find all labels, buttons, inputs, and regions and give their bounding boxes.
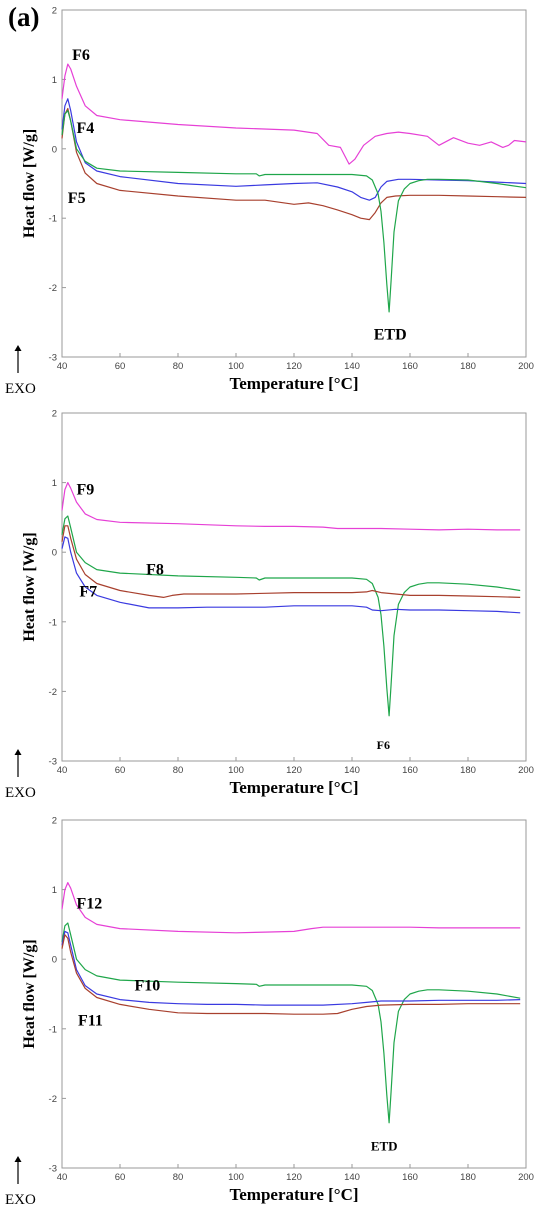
- y-tick-label: -1: [49, 617, 57, 628]
- y-tick-label: -2: [49, 1094, 57, 1105]
- f9-series-line: [61, 482, 521, 531]
- curve-label-f7: F7: [79, 584, 97, 601]
- y-tick-label: 2: [52, 409, 57, 420]
- panel-label: (a): [8, 2, 40, 32]
- y-tick-label: -3: [49, 353, 57, 364]
- y-tick-label: 0: [52, 548, 57, 559]
- curve-label-f9: F9: [77, 481, 95, 498]
- f10-series-line: [61, 930, 521, 1006]
- x-tick-label: 100: [228, 361, 244, 372]
- plot-frame: [61, 412, 527, 762]
- f11-series-line: [61, 934, 521, 1015]
- exo-arrowhead-icon: [14, 749, 22, 755]
- x-tick-label: 40: [57, 361, 68, 372]
- x-tick-label: 120: [286, 1172, 302, 1183]
- f4-series-line: [61, 98, 527, 201]
- curve-label-f10: F10: [135, 978, 161, 995]
- x-tick-label: 160: [402, 765, 418, 776]
- x-axis-label: Temperature [°C]: [229, 778, 358, 797]
- y-tick-label: -1: [49, 1024, 57, 1035]
- x-tick-label: 200: [518, 765, 534, 776]
- x-tick-label: 160: [402, 361, 418, 372]
- x-tick-label: 100: [228, 1172, 244, 1183]
- x-tick-label: 80: [173, 1172, 184, 1183]
- x-tick-label: 140: [344, 361, 360, 372]
- y-axis-label: Heat flow [W/g]: [21, 939, 38, 1048]
- exo-label: EXO: [5, 1192, 36, 1208]
- chart-panel-3: 40 60 80 100 120 140 160 180 200 2 1 0 -1 -2 -3 F12 F10 F…: [5, 816, 534, 1209]
- plot-frame: [61, 819, 527, 1169]
- exo-arrowhead-icon: [14, 1156, 22, 1162]
- x-tick-label: 60: [115, 1172, 126, 1183]
- y-tick-label: 0: [52, 955, 57, 966]
- green-series-line: [61, 515, 521, 717]
- f8-series-line: [61, 525, 521, 598]
- y-axis-label: Heat flow [W/g]: [21, 129, 38, 238]
- y-axis-label: Heat flow [W/g]: [21, 532, 38, 641]
- y-tick-label: 2: [52, 6, 57, 17]
- x-tick-label: 180: [460, 1172, 476, 1183]
- y-tick-label: -3: [49, 757, 57, 768]
- x-tick-label: 140: [344, 1172, 360, 1183]
- y-tick-label: -3: [49, 1164, 57, 1175]
- x-tick-label: 140: [344, 765, 360, 776]
- exo-arrowhead-icon: [14, 345, 22, 351]
- y-tick-label: 1: [52, 478, 57, 489]
- curve-label-f6: F6: [377, 738, 390, 752]
- f12-series-line: [61, 882, 521, 934]
- curve-label-f5: F5: [68, 190, 86, 207]
- x-tick-label: 160: [402, 1172, 418, 1183]
- x-tick-label: 40: [57, 1172, 68, 1183]
- x-tick-label: 180: [460, 765, 476, 776]
- y-tick-label: 1: [52, 885, 57, 896]
- curve-label-etd: ETD: [371, 1139, 398, 1154]
- curve-label-f8: F8: [146, 561, 164, 578]
- exo-label: EXO: [5, 785, 36, 801]
- curve-label-f4: F4: [77, 120, 95, 137]
- y-tick-label: -2: [49, 687, 57, 698]
- y-tick-label: 1: [52, 75, 57, 86]
- x-tick-label: 60: [115, 361, 126, 372]
- y-tick-label: -2: [49, 283, 57, 294]
- chart-panel-2: 40 60 80 100 120 140 160 180 200 2 1 0 -1 -2 -3 F9 F8 F7 F…: [5, 409, 534, 802]
- x-tick-label: 100: [228, 765, 244, 776]
- curve-label-f11: F11: [78, 1012, 103, 1029]
- y-tick-label: 0: [52, 144, 57, 155]
- curve-label-f12: F12: [77, 895, 103, 912]
- y-tick-label: -1: [49, 214, 57, 225]
- x-axis-label: Temperature [°C]: [229, 1185, 358, 1204]
- x-tick-label: 40: [57, 765, 68, 776]
- x-tick-label: 120: [286, 765, 302, 776]
- etd-series-line: [61, 922, 521, 1124]
- x-tick-label: 80: [173, 361, 184, 372]
- chart-panel-1: 40 60 80 100 120 140 160 180 200 2 1 0 -1 -2 -3 F6 F4 F5 E…: [5, 6, 534, 398]
- f6-series-line: [61, 63, 527, 165]
- f5-series-line: [61, 107, 527, 221]
- x-tick-label: 120: [286, 361, 302, 372]
- curve-label-f6: F6: [72, 47, 90, 64]
- f7-series-line: [61, 536, 521, 614]
- x-tick-label: 200: [518, 361, 534, 372]
- etd-series-line: [61, 110, 527, 313]
- x-tick-label: 180: [460, 361, 476, 372]
- y-tick-label: 2: [52, 816, 57, 827]
- x-tick-label: 60: [115, 765, 126, 776]
- exo-label: EXO: [5, 381, 36, 397]
- x-tick-label: 200: [518, 1172, 534, 1183]
- x-axis-label: Temperature [°C]: [229, 374, 358, 393]
- x-tick-label: 80: [173, 765, 184, 776]
- curve-label-etd: ETD: [374, 327, 407, 344]
